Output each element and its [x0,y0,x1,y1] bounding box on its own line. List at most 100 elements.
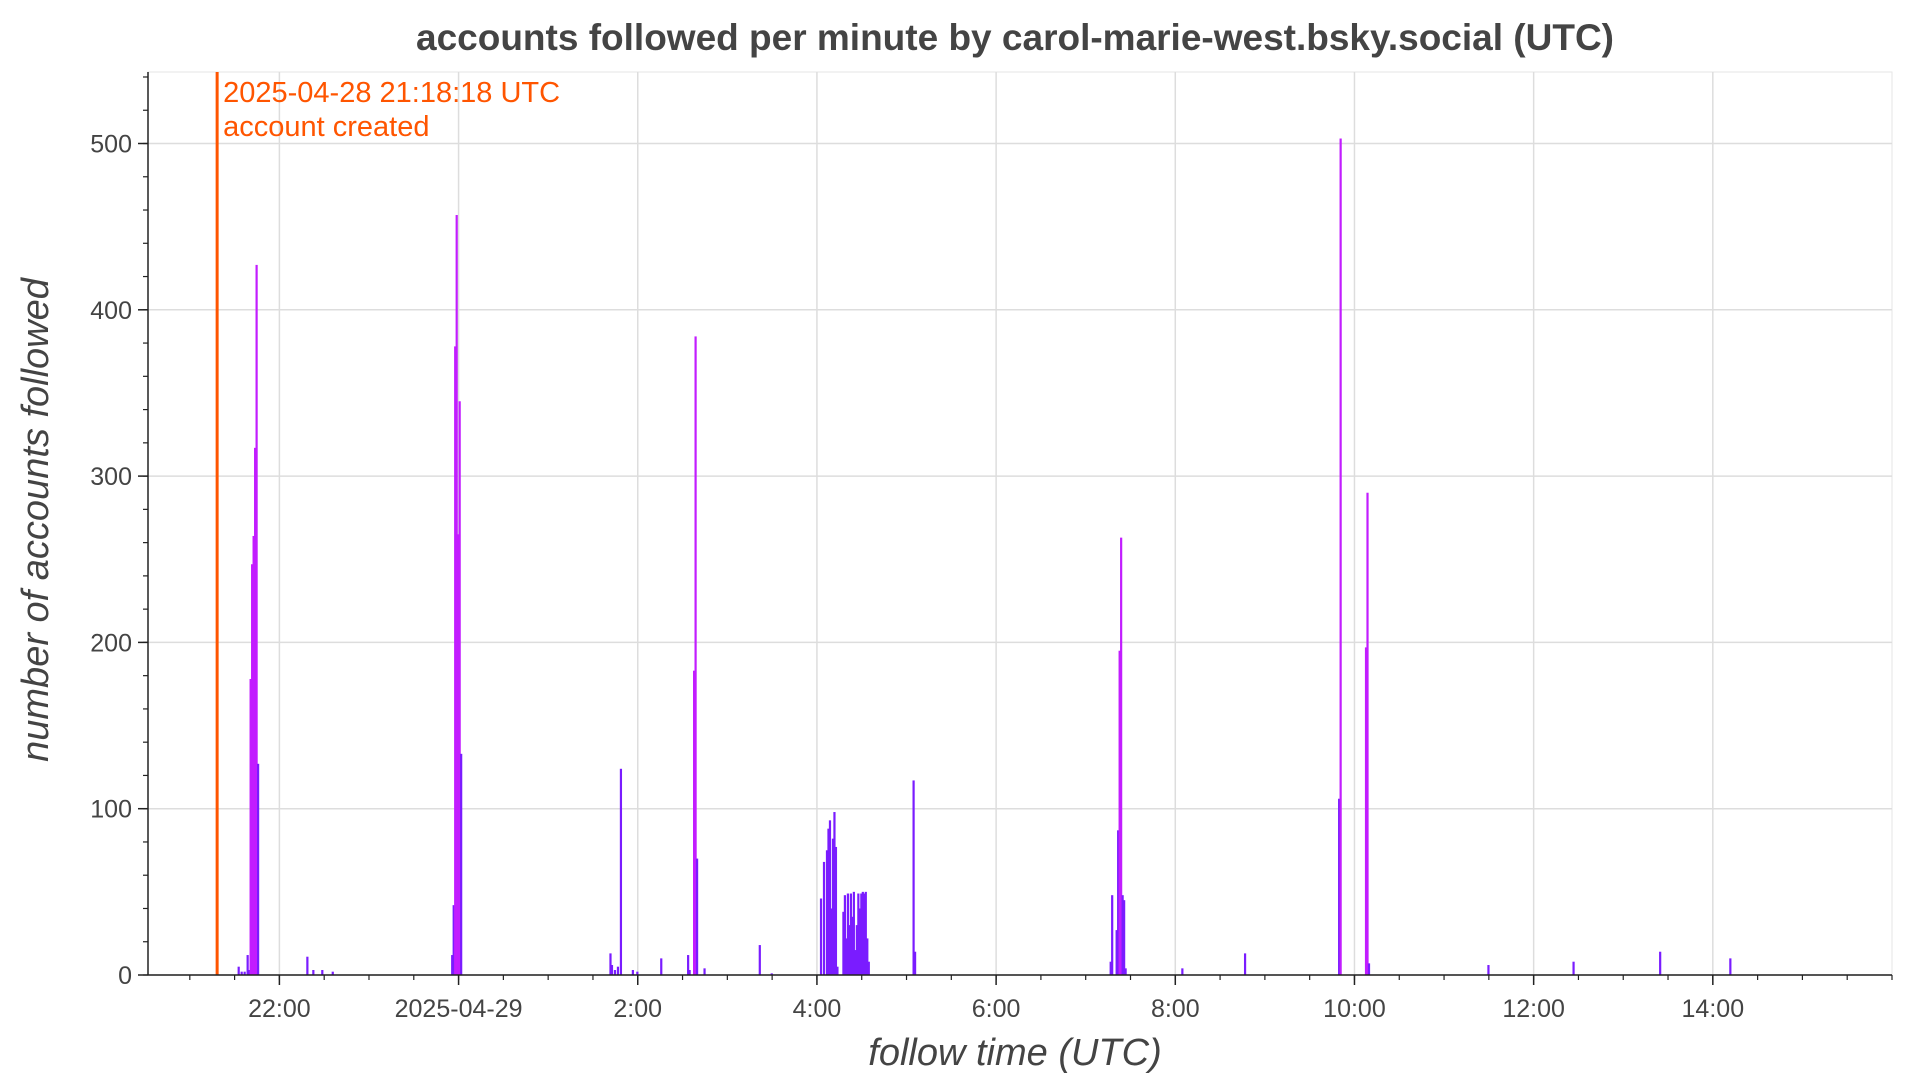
x-tick-label: 2:00 [613,995,662,1023]
bar [243,971,246,975]
y-tick-label: 500 [90,131,132,159]
bar [834,846,838,975]
bar [1338,798,1341,975]
bar [843,895,847,975]
bar [861,891,864,975]
bar [846,893,849,975]
bar [660,958,663,975]
bar [866,938,869,975]
bar [687,955,690,975]
bar [1572,961,1575,975]
bar [848,925,851,975]
bar [694,336,697,975]
bar [619,768,623,975]
bar [1181,968,1184,975]
bar [833,812,836,975]
bar [822,861,826,975]
bar [1118,650,1121,975]
bars [237,138,1732,976]
grid [147,71,1893,976]
bar [248,970,251,975]
y-tick-label: 100 [90,796,132,824]
y-tick-label: 200 [90,629,132,657]
bar [913,951,917,975]
x-tick-label: 22:00 [248,995,311,1023]
axes [147,72,1892,976]
x-tick-label: 12:00 [1502,995,1565,1023]
bar [693,670,696,975]
annotation-date: 2025-04-28 21:18:18 UTC [223,77,560,109]
bar [842,911,845,975]
bar [249,678,252,975]
bar [631,970,634,975]
bar [831,838,835,975]
bar [454,346,457,975]
x-tick-label: 10:00 [1323,995,1386,1023]
bar [825,850,829,975]
x-axis-ticks: 22:00 2025-04-29 2:00 4:00 6:00 8:00 10:00 12:0… [189,975,1893,1023]
bar [827,828,830,975]
bar [860,893,863,975]
bar [695,858,699,975]
bar [1366,492,1369,975]
bar [460,753,463,975]
bar [867,961,870,975]
bar [240,971,243,975]
bar [1364,647,1368,975]
bar [828,820,832,975]
bar [830,908,833,975]
bar [845,938,848,975]
bar [1123,900,1126,975]
bar [857,893,860,975]
bar [1339,138,1342,975]
y-tick-label: 400 [90,297,132,325]
bar [836,966,839,975]
bar [770,973,773,975]
y-axis-ticks: 0 100 200 300 400 500 [90,76,148,990]
x-tick-label: 2025-04-29 [395,995,523,1023]
x-tick-label: 8:00 [1151,995,1200,1023]
bar [1487,965,1490,975]
x-tick-label: 14:00 [1682,995,1745,1023]
bar [331,971,334,975]
bar [912,780,915,975]
y-axis-label: number of accounts followed [15,276,57,762]
annotation-label: account created [223,111,429,143]
bar [854,950,857,975]
bar [613,970,617,975]
bar [703,968,706,975]
x-tick-label: 4:00 [793,995,842,1023]
bar [251,564,254,975]
bar [458,401,461,975]
bar [237,966,240,975]
bar [864,891,867,975]
bar [1111,895,1114,975]
bar [609,953,612,975]
bar [1115,930,1118,975]
bar [758,945,761,975]
bar [1120,537,1123,975]
bar [1729,958,1732,975]
plot-area [147,71,1893,976]
bar [1243,953,1247,975]
bar [257,763,260,975]
bar [616,966,620,975]
bar [1124,968,1127,975]
y-tick-label: 300 [90,463,132,491]
bar [457,534,460,975]
y-tick-label: 0 [118,962,132,990]
bar [1109,961,1112,975]
bar [852,891,855,975]
bar [858,908,861,975]
bar [688,970,691,975]
bar [312,970,315,975]
bar [254,447,257,976]
bar [1121,895,1124,975]
bar [1367,963,1371,975]
bar [851,916,854,975]
bar [252,535,255,975]
bar [849,893,852,975]
bar [855,925,858,975]
bar [1117,830,1120,975]
